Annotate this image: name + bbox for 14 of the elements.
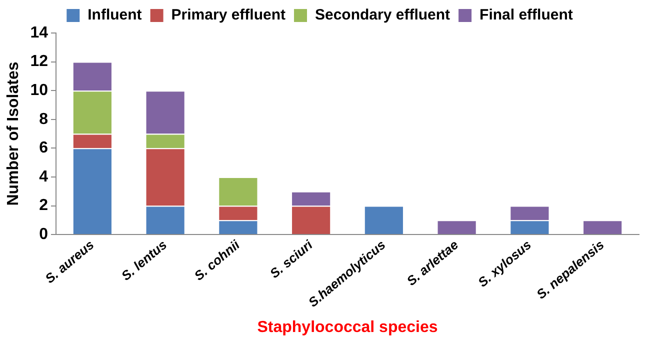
y-tick-label: 10 bbox=[30, 82, 48, 99]
y-tick-label: 6 bbox=[39, 140, 48, 157]
y-tick-label: 8 bbox=[39, 110, 48, 128]
legend-label: Secondary effluent bbox=[314, 6, 450, 24]
legend-label: Influent bbox=[88, 6, 142, 24]
y-tick-label: 0 bbox=[39, 226, 48, 243]
y-axis-title: Number of Isolates bbox=[5, 62, 22, 206]
x-axis-title: Staphylococcal species bbox=[257, 318, 438, 336]
y-tick-label: 2 bbox=[39, 197, 48, 214]
legend-label: Final effluent bbox=[480, 6, 573, 24]
legend-label: Primary effluent bbox=[171, 6, 286, 24]
y-tick-label: 12 bbox=[30, 53, 48, 70]
y-tick-label: 14 bbox=[30, 24, 48, 42]
y-tick-label: 4 bbox=[39, 168, 48, 186]
